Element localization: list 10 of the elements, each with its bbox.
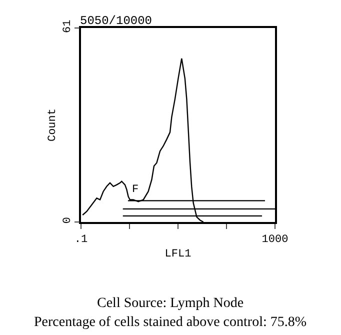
annotation: F bbox=[132, 184, 139, 196]
chart-title: 5050/10000 bbox=[80, 14, 152, 28]
y-tick-label: 0 bbox=[62, 217, 74, 224]
x-tick-label: 1000 bbox=[262, 234, 288, 246]
x-axis-title: LFL1 bbox=[164, 248, 192, 261]
x-tick-label: .1 bbox=[74, 234, 88, 246]
text: Cell Source: Lymph Node bbox=[97, 296, 244, 311]
y-axis-title: Count bbox=[47, 108, 59, 142]
y-tick-label: 61 bbox=[62, 19, 74, 33]
text: Percentage of cells stained above control: 75.8% bbox=[34, 315, 307, 330]
